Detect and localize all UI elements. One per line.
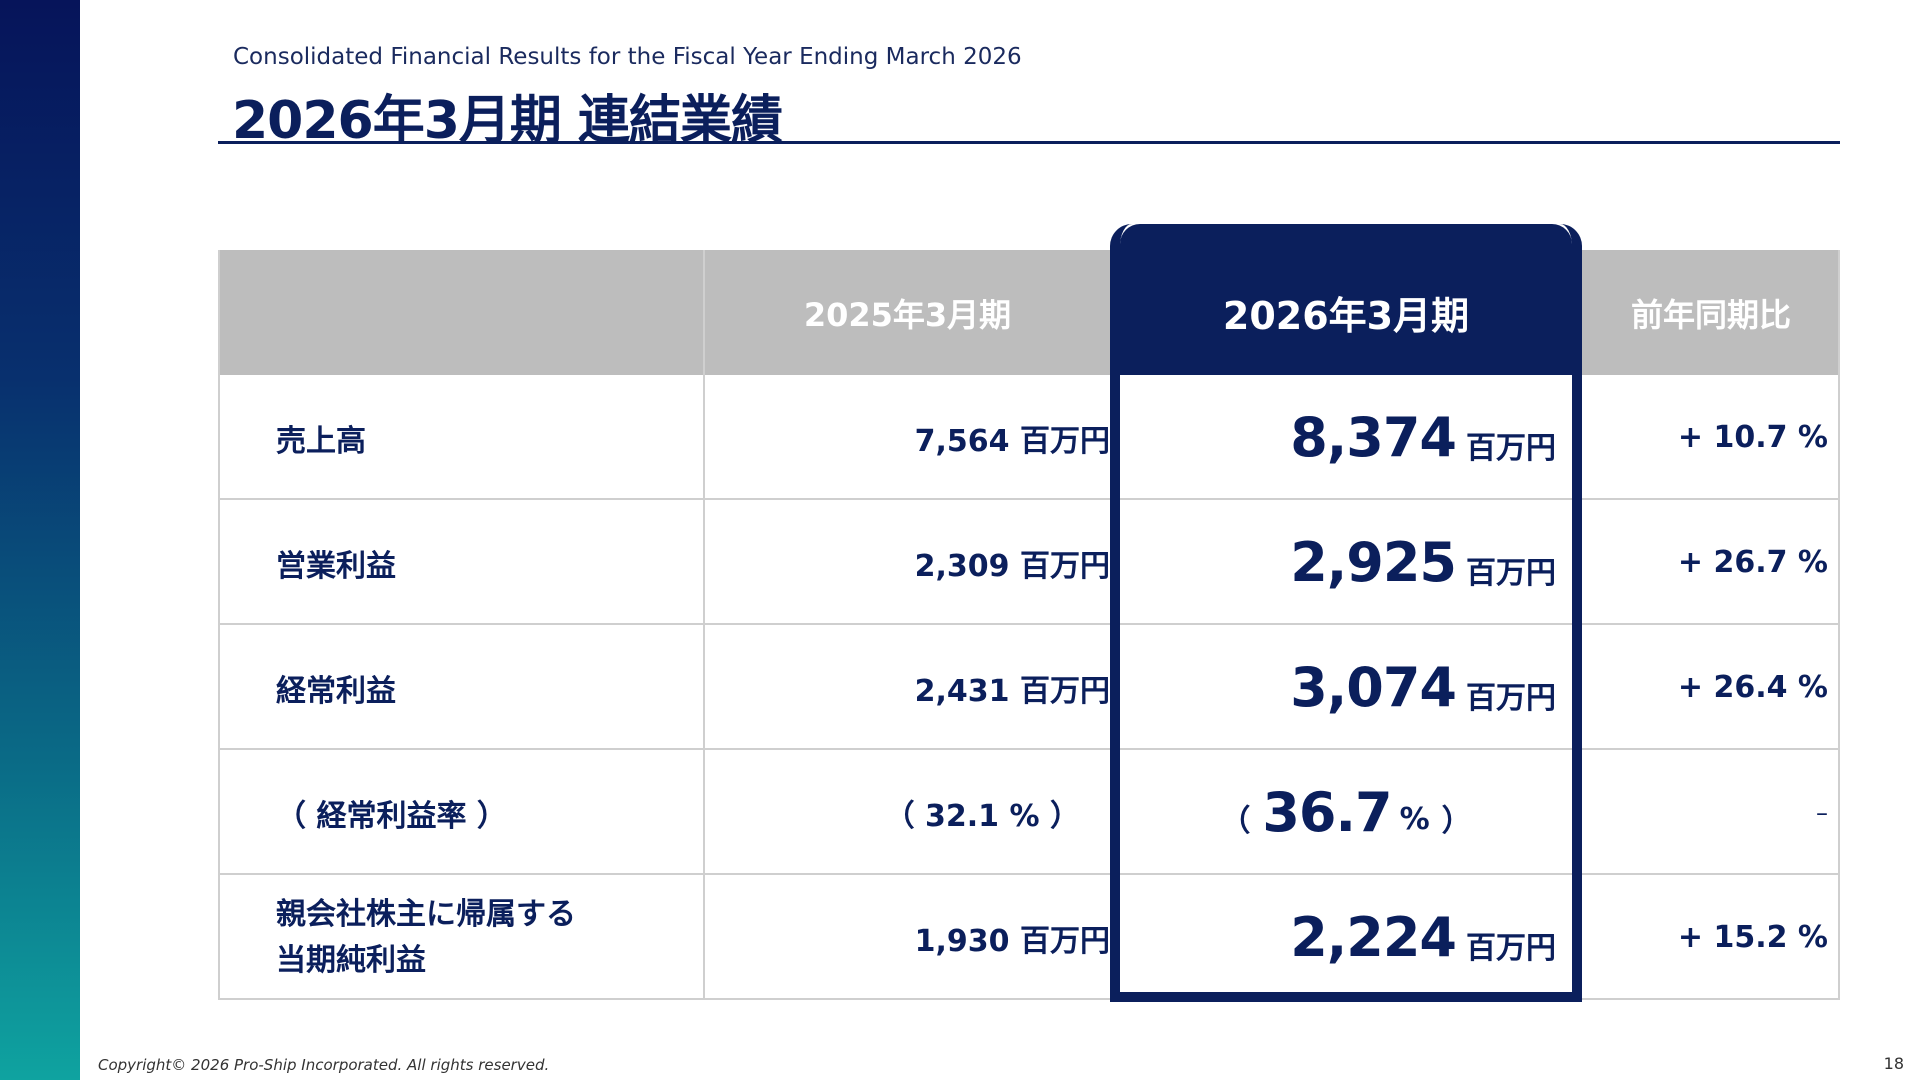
title-underline — [218, 141, 1840, 144]
current-value-cell: 3,074 百万円 — [1110, 625, 1582, 750]
row-label-line1: 親会社株主に帰属する — [276, 896, 576, 932]
table-row: 経常利益 2,431 百万円 3,074 百万円 + 26.4 % — [218, 625, 1840, 750]
row-label: 経常利益 — [276, 673, 396, 709]
current-value: 8,374 — [1290, 406, 1457, 469]
current-value-cell: 2,925 百万円 — [1110, 500, 1582, 625]
row-label: 売上高 — [276, 423, 366, 459]
current-unit: 百万円 — [1466, 430, 1556, 466]
column-header-current: 2026年3月期 — [1120, 224, 1572, 375]
table-row: （ 経常利益率 ） （ 32.1 % ） （ 36.7 % ） – — [218, 750, 1840, 875]
current-value-cell: （ 36.7 % ） — [1110, 750, 1582, 875]
yoy-value: + 10.7 % — [1677, 420, 1828, 455]
yoy-value: – — [1816, 798, 1828, 827]
prev-value: 2,431 百万円 — [914, 673, 1110, 709]
table-left-border — [218, 250, 220, 1000]
prev-value: 1,930 百万円 — [914, 923, 1110, 959]
page-number: 18 — [1883, 1054, 1904, 1073]
column-header-prev: 2025年3月期 — [803, 295, 1012, 334]
current-value: 3,074 — [1290, 656, 1457, 719]
prev-value: 2,309 百万円 — [914, 548, 1110, 584]
table-row: 売上高 7,564 百万円 8,374 百万円 + 10.7 % — [218, 375, 1840, 500]
row-label-line2: 当期純利益 — [276, 942, 426, 978]
current-value-cell: 8,374 百万円 — [1110, 375, 1582, 500]
slide-subtitle: Consolidated Financial Results for the F… — [233, 44, 1022, 70]
current-value-cell: 2,224 百万円 — [1110, 875, 1582, 1000]
yoy-value: + 15.2 % — [1677, 920, 1828, 955]
results-table: 2025年3月期 前年同期比 売上高 7,564 百万円 8,374 百万円 +… — [218, 224, 1840, 1002]
prev-value: 7,564 百万円 — [914, 423, 1110, 459]
current-unit: 百万円 — [1466, 930, 1556, 966]
close-paren: ） — [1441, 803, 1472, 839]
current-unit: 百万円 — [1466, 555, 1556, 591]
row-label: 営業利益 — [276, 548, 396, 584]
yoy-value: + 26.7 % — [1677, 545, 1828, 580]
table-row: 営業利益 2,309 百万円 2,925 百万円 + 26.7 % — [218, 500, 1840, 625]
row-label: 親会社株主に帰属する 当期純利益 — [276, 875, 576, 1000]
open-paren: （ — [1220, 803, 1251, 839]
row-label: （ 経常利益率 ） — [276, 798, 507, 834]
current-unit: % — [1399, 802, 1430, 837]
current-period-highlight: 2026年3月期 — [1110, 224, 1582, 1002]
side-accent-bar — [0, 0, 80, 1080]
current-value: 2,224 — [1290, 906, 1457, 969]
copyright-notice: Copyright© 2026 Pro-Ship Incorporated. A… — [98, 1056, 550, 1074]
yoy-value: + 26.4 % — [1677, 670, 1828, 705]
column-header-yoy: 前年同期比 — [1630, 295, 1791, 334]
table-right-border — [1838, 250, 1840, 1000]
current-value: 2,925 — [1290, 531, 1457, 594]
column-divider — [703, 250, 705, 1000]
table-row: 親会社株主に帰属する 当期純利益 1,930 百万円 2,224 百万円 + 1… — [218, 875, 1840, 1000]
prev-value: （ 32.1 % ） — [884, 798, 1080, 834]
current-unit: 百万円 — [1466, 680, 1556, 716]
current-value: 36.7 — [1262, 781, 1392, 844]
